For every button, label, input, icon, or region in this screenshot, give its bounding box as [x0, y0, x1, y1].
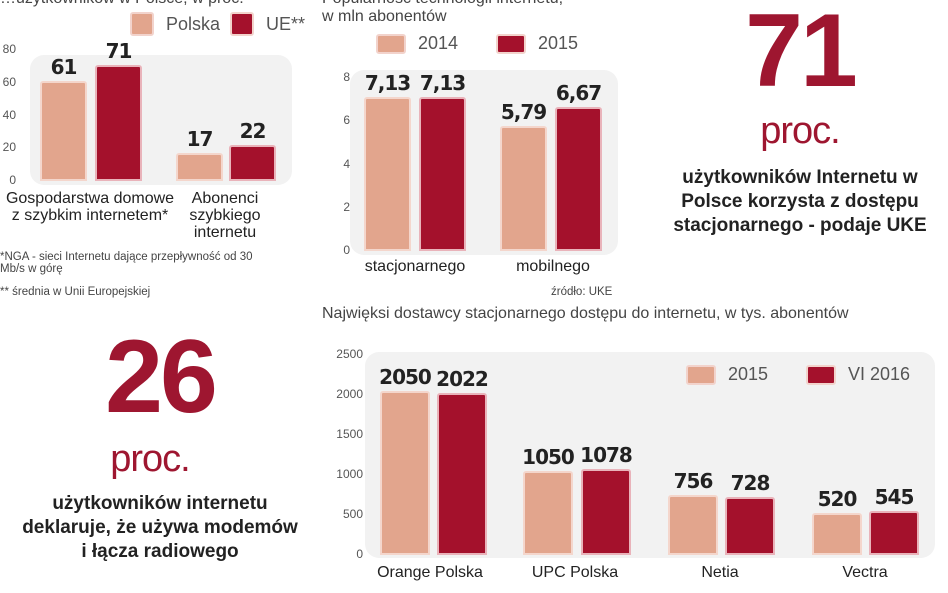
data-label: 22	[239, 118, 267, 143]
category-label: Gospodarstwa domowe z szybkim internetem…	[5, 190, 175, 224]
legend-item: 2014	[376, 33, 458, 54]
data-label: 545	[874, 485, 915, 510]
bar-2015	[668, 494, 718, 555]
bar-2015	[380, 391, 430, 555]
data-label: 71	[105, 38, 133, 63]
stat-26-text: użytkowników internetu deklaruje, że uży…	[22, 493, 298, 562]
data-label: 1050	[522, 445, 575, 469]
bar-2015	[419, 96, 466, 251]
legend-label: Polska	[166, 13, 221, 34]
y-tick-label: 60	[2, 74, 16, 89]
bar-2014	[364, 96, 411, 251]
bar-vi2016	[581, 468, 631, 555]
stat-71-number: 71	[745, 0, 858, 109]
data-label: 728	[730, 470, 771, 495]
bar-polska	[176, 153, 223, 181]
data-label: 7,13	[419, 70, 466, 95]
bar-ue	[229, 144, 276, 181]
data-label: 520	[817, 487, 858, 512]
data-label: 61	[50, 55, 78, 80]
data-label: 2050	[379, 365, 432, 389]
data-label: 5,79	[500, 99, 547, 124]
stat-71-text: użytkowników Internetu w Polsce korzysta…	[673, 167, 927, 236]
legend-swatch	[230, 12, 254, 36]
y-tick-label: 1000	[336, 467, 363, 481]
category-label: stacjonarnego	[364, 258, 466, 275]
y-tick-label: 4	[343, 156, 350, 171]
bar-vi2016	[725, 496, 775, 555]
bar-ue	[95, 64, 142, 181]
y-tick-label: 2500	[336, 347, 363, 361]
y-tick-label: 8	[343, 70, 350, 84]
data-label: 756	[673, 468, 714, 493]
y-tick-label: 500	[342, 507, 363, 521]
y-tick-label: 80	[2, 42, 16, 56]
legend-label: 2015	[538, 33, 579, 53]
footnote-eu: ** średnia w Unii Europejskiej	[0, 286, 151, 298]
data-label: 7,13	[364, 70, 411, 95]
data-label: 2022	[436, 367, 489, 392]
category-label: Abonenci szybkiego internetu	[189, 190, 261, 241]
bar-vi2016	[869, 511, 919, 555]
y-tick-label: 0	[356, 547, 363, 561]
data-label: 6,67	[555, 80, 602, 105]
y-tick-label: 0	[9, 173, 16, 187]
y-tick-label: 1500	[336, 427, 363, 441]
legend-swatch	[496, 33, 526, 54]
legend-item: 2015	[496, 33, 578, 54]
stat-26-unit: proc.	[110, 438, 190, 480]
legend-label: VI 2016	[848, 364, 911, 384]
y-tick-label: 6	[343, 113, 350, 128]
y-tick-label: 0	[343, 243, 350, 257]
bar-2015	[523, 471, 573, 555]
stat-71-unit: proc.	[760, 110, 840, 152]
chart2-title: Popularność technologii internetu,	[322, 0, 563, 8]
source-note: źródło: UKE	[551, 286, 613, 298]
chart3-title: Najwięksi dostawcy stacjonarnego dostępu…	[322, 305, 849, 322]
data-label: 1078	[580, 442, 633, 467]
chart1-title: …użytkowników w Polsce, w proc.	[0, 0, 244, 8]
chart2-subtitle: w mln abonentów	[322, 8, 447, 25]
category-label: UPC Polska	[531, 564, 619, 581]
category-label: Orange Polska	[377, 564, 483, 581]
y-tick-label: 2000	[336, 387, 363, 401]
category-label: Netia	[701, 564, 739, 581]
legend-swatch	[686, 364, 716, 385]
bar-vi2016	[437, 393, 487, 555]
category-label: mobilnego	[516, 258, 590, 275]
category-label: Vectra	[842, 564, 888, 581]
bar-polska	[40, 81, 87, 181]
legend-label: 2015	[728, 364, 769, 384]
bar-2015	[555, 106, 602, 251]
legend-swatch	[806, 364, 836, 385]
legend-label: UE**	[266, 13, 306, 34]
y-tick-label: 2	[343, 199, 350, 214]
legend-item: UE**	[230, 12, 305, 36]
bar-2015	[812, 513, 862, 555]
data-label: 17	[186, 127, 214, 152]
footnote-nga: *NGA - sieci Internetu dające przepływno…	[0, 251, 253, 275]
legend-item: VI 2016	[806, 364, 910, 385]
legend-item: 2015	[686, 364, 768, 385]
legend-item: Polska	[130, 12, 220, 36]
stat-26-number: 26	[105, 319, 218, 435]
y-tick-label: 40	[2, 107, 16, 122]
bar-2014	[500, 125, 547, 251]
legend-swatch	[130, 12, 154, 36]
legend-label: 2014	[418, 33, 459, 53]
legend-swatch	[376, 33, 406, 54]
y-tick-label: 20	[2, 140, 16, 155]
